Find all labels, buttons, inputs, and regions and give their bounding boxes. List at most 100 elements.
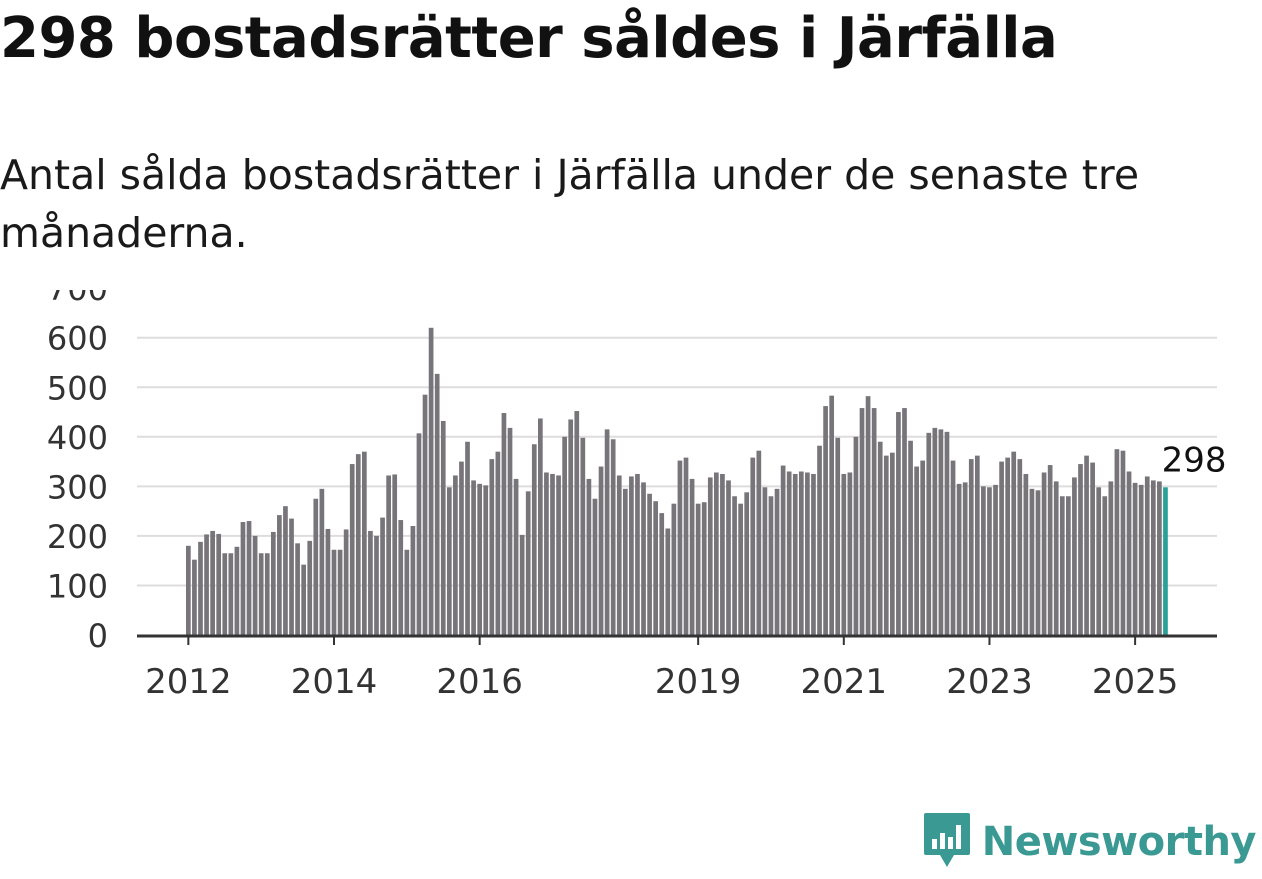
y-tick-label: 700	[47, 290, 108, 308]
bar	[944, 431, 950, 635]
bar	[234, 546, 240, 635]
bar	[544, 472, 549, 635]
bar	[598, 466, 604, 635]
bar	[319, 488, 325, 635]
bar	[962, 482, 968, 635]
bar	[580, 437, 586, 635]
bar	[890, 452, 895, 635]
bar	[186, 545, 191, 635]
bar	[950, 460, 956, 635]
bar	[835, 437, 841, 635]
bar	[616, 475, 622, 635]
bar	[204, 534, 209, 635]
y-tick-label: 0	[88, 617, 108, 655]
bar	[829, 395, 835, 635]
bar	[780, 465, 786, 635]
bar	[683, 457, 689, 635]
bar	[525, 491, 531, 635]
bar	[726, 480, 731, 635]
x-tick-label: 2012	[145, 662, 232, 702]
bar	[744, 492, 750, 635]
bar	[823, 406, 828, 635]
bar	[240, 522, 246, 635]
bar	[1029, 488, 1035, 635]
bar	[289, 518, 294, 635]
x-tick-label: 2014	[291, 662, 378, 702]
bar	[562, 436, 567, 635]
bar	[489, 459, 495, 635]
y-tick-label: 100	[47, 567, 108, 605]
bar	[410, 525, 416, 635]
bar	[1150, 480, 1156, 635]
bar	[1011, 451, 1017, 635]
bar	[883, 455, 889, 635]
bar	[228, 553, 234, 635]
bar	[1108, 481, 1114, 635]
bar	[258, 553, 264, 635]
bar	[337, 549, 343, 635]
bar	[440, 420, 446, 635]
bar	[798, 471, 804, 635]
bar	[847, 472, 853, 635]
bar	[343, 529, 349, 635]
bar	[252, 535, 258, 635]
bar	[1017, 459, 1023, 635]
bar	[689, 478, 695, 635]
bar	[1078, 464, 1083, 635]
bar	[665, 528, 671, 635]
bar	[792, 473, 798, 635]
bar	[999, 461, 1004, 635]
bar	[817, 445, 822, 635]
y-tick-label: 200	[47, 518, 108, 556]
x-tick-label: 2021	[801, 662, 888, 702]
chart-subtitle: Antal sålda bostadsrätter i Järfälla und…	[0, 151, 1140, 257]
bar	[1096, 487, 1102, 635]
bar	[283, 506, 288, 635]
bar	[453, 475, 458, 635]
bar	[871, 408, 877, 635]
bar	[762, 487, 768, 635]
bar	[920, 460, 926, 635]
bar	[1035, 490, 1041, 635]
bar	[908, 440, 913, 635]
bar	[604, 429, 610, 635]
bar	[416, 433, 422, 635]
bar	[714, 472, 719, 635]
bar	[459, 461, 464, 635]
bar	[1144, 476, 1150, 635]
bar	[659, 513, 665, 635]
bar	[222, 553, 228, 635]
bar	[434, 373, 440, 635]
bar	[622, 488, 628, 635]
bar	[428, 327, 434, 635]
bar	[853, 436, 859, 635]
bars	[186, 327, 1168, 635]
bar	[270, 531, 276, 635]
brand-logo: Newsworthy	[922, 811, 1257, 873]
y-tick-label: 400	[47, 419, 108, 457]
bar	[507, 427, 513, 635]
bar	[993, 484, 998, 635]
bar	[210, 530, 215, 635]
bar	[732, 496, 737, 635]
bar	[653, 501, 659, 635]
bar	[392, 474, 398, 635]
bar	[1047, 465, 1053, 635]
bar	[877, 441, 883, 635]
bar	[586, 478, 592, 635]
bar	[610, 439, 616, 635]
bar	[1120, 450, 1126, 635]
bar	[750, 457, 756, 635]
bar	[768, 496, 774, 635]
x-tick-label: 2019	[655, 662, 742, 702]
bar	[483, 485, 489, 635]
bar	[701, 502, 707, 635]
bar	[398, 520, 404, 635]
bar	[1157, 481, 1162, 635]
bar	[538, 418, 543, 635]
bar	[987, 487, 992, 635]
bar	[574, 411, 580, 635]
bar	[629, 476, 634, 635]
bar	[198, 541, 203, 635]
brand-name: Newsworthy	[981, 819, 1257, 865]
